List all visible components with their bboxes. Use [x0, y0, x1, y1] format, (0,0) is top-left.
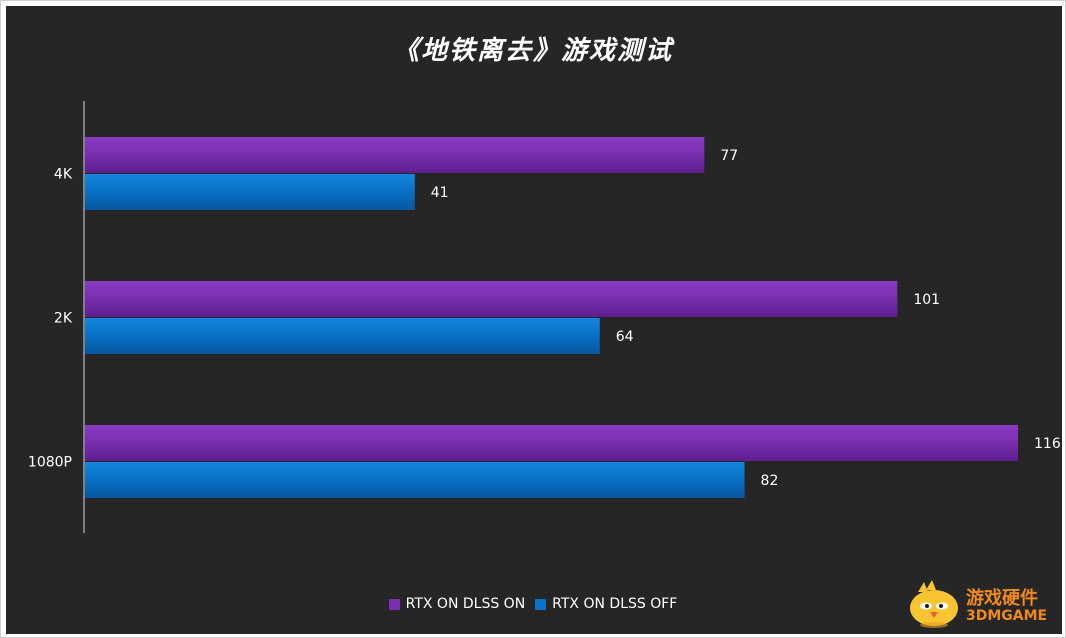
bar-dlss-off — [85, 174, 415, 210]
data-label: 82 — [761, 473, 779, 489]
legend-swatch-dlss-off — [535, 598, 547, 610]
bar-dlss-on — [85, 425, 1018, 461]
y-tick-label: 2K — [54, 311, 73, 327]
bar-dlss-on — [85, 281, 898, 317]
watermark-line1: 游戏硬件 — [966, 588, 1038, 609]
data-label: 64 — [616, 329, 634, 345]
bar-dlss-off — [85, 462, 745, 498]
data-label: 116 — [1034, 436, 1061, 452]
chick-mascot-icon — [910, 580, 958, 628]
watermark-line2: 3DMGAME — [966, 608, 1048, 624]
data-label: 101 — [913, 292, 940, 308]
bar-dlss-on — [85, 137, 705, 173]
legend-item-dlss-off: RTX ON DLSS OFF — [535, 596, 677, 612]
legend-item-dlss-on: RTX ON DLSS ON — [388, 596, 526, 612]
legend-label-dlss-off: RTX ON DLSS OFF — [552, 596, 678, 612]
chart-title: 《地铁离去》游戏测试 — [392, 36, 673, 66]
data-label: 77 — [720, 148, 738, 164]
legend-label-dlss-on: RTX ON DLSS ON — [405, 596, 526, 612]
y-tick-label: 1080P — [28, 455, 72, 471]
legend-swatch-dlss-on — [388, 598, 400, 610]
data-label: 41 — [431, 185, 449, 201]
bar-dlss-off — [85, 318, 600, 354]
watermark: 游戏硬件 3DMGAME — [904, 578, 1054, 630]
legend: RTX ON DLSS ON RTX ON DLSS OFF — [0, 596, 1066, 612]
y-tick-label: 4K — [54, 167, 73, 183]
